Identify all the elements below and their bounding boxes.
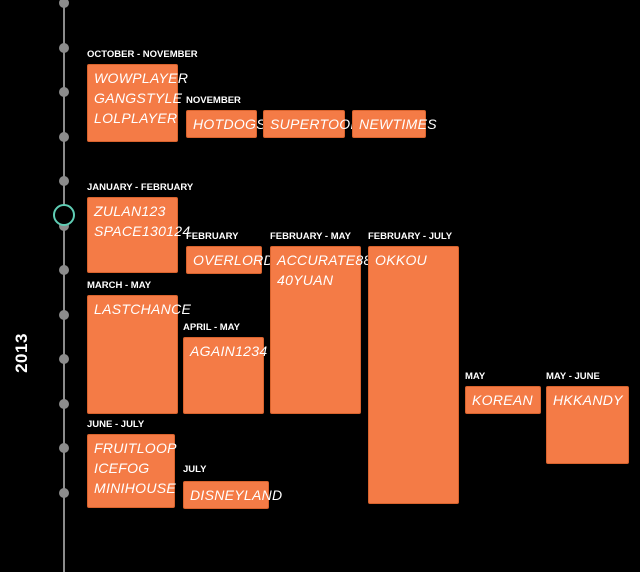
malware-card[interactable]: WOWPLAYER GANGSTYLE LOLPLAYER xyxy=(87,64,189,142)
period-label: FEBRUARY xyxy=(186,231,239,242)
malware-name: HKKANDY xyxy=(553,392,623,408)
malware-name: OVERLORD xyxy=(193,252,274,268)
malware-card[interactable]: LASTCHANCE xyxy=(87,295,192,414)
malware-card[interactable]: FRUITLOOP ICEFOG MINIHOUSE xyxy=(87,434,177,508)
period-label: MARCH - MAY xyxy=(87,280,152,291)
malware-name: 40YUAN xyxy=(277,272,334,288)
malware-name: MINIHOUSE xyxy=(94,480,177,496)
timeline-tick xyxy=(59,42,69,53)
timeline-tick xyxy=(59,265,69,275)
malware-name: KOREAN xyxy=(472,392,533,408)
current-position-marker xyxy=(53,204,75,226)
malware-name: OKKOU xyxy=(375,252,428,268)
malware-card[interactable]: DISNEYLAND xyxy=(183,481,283,509)
period-label: FEBRUARY - JULY xyxy=(368,231,453,242)
malware-name: FRUITLOOP xyxy=(94,440,177,456)
timeline-tick xyxy=(59,131,69,142)
period-label: JANUARY - FEBRUARY xyxy=(87,182,194,193)
period-label: MAY xyxy=(465,371,486,382)
malware-name: ACCURATE88 xyxy=(277,252,372,268)
timeline-tick xyxy=(59,87,69,97)
malware-card[interactable]: OVERLORD xyxy=(186,246,274,274)
timeline-tick xyxy=(59,354,69,364)
malware-card[interactable]: HOTDOGS xyxy=(186,110,266,138)
malware-card[interactable]: SUPERTOOLS xyxy=(263,110,369,138)
malware-name: HOTDOGS xyxy=(193,116,266,132)
timeline-axis xyxy=(63,0,65,572)
period-label: OCTOBER - NOVEMBER xyxy=(87,49,198,60)
period-label: JULY xyxy=(183,464,207,475)
malware-card[interactable]: ZULAN123 SPACE130124 xyxy=(87,197,191,273)
malware-name: GANGSTYLE xyxy=(94,90,183,106)
malware-name: SUPERTOOLS xyxy=(270,116,369,132)
malware-card[interactable]: AGAIN1234 xyxy=(183,337,268,414)
malware-name: SPACE130124 xyxy=(94,223,191,239)
malware-card[interactable]: ACCURATE88 40YUAN xyxy=(270,246,372,414)
malware-name: NEWTIMES xyxy=(359,116,437,132)
malware-name: LASTCHANCE xyxy=(94,301,192,317)
malware-card[interactable]: OKKOU xyxy=(368,246,459,504)
timeline-tick xyxy=(59,398,69,409)
period-label: FEBRUARY - MAY xyxy=(270,231,351,242)
malware-name: ZULAN123 xyxy=(94,203,166,219)
malware-name: AGAIN1234 xyxy=(190,343,268,359)
malware-name: LOLPLAYER xyxy=(94,110,178,126)
timeline-tick xyxy=(59,443,69,453)
period-label: MAY - JUNE xyxy=(546,371,600,382)
timeline-tick xyxy=(59,487,69,498)
period-label: APRIL - MAY xyxy=(183,322,241,333)
timeline-tick xyxy=(59,309,69,320)
timeline-tick xyxy=(59,0,69,8)
period-label: NOVEMBER xyxy=(186,95,241,106)
malware-card[interactable]: KOREAN xyxy=(465,386,541,414)
malware-card[interactable]: HKKANDY xyxy=(546,386,629,464)
malware-name: WOWPLAYER xyxy=(94,70,189,86)
malware-name: DISNEYLAND xyxy=(190,487,283,503)
year-label: 2013 xyxy=(12,333,31,373)
malware-card[interactable]: NEWTIMES xyxy=(352,110,437,138)
period-label: JUNE - JULY xyxy=(87,419,145,430)
timeline-tick xyxy=(59,176,69,186)
malware-name: ICEFOG xyxy=(94,460,150,476)
